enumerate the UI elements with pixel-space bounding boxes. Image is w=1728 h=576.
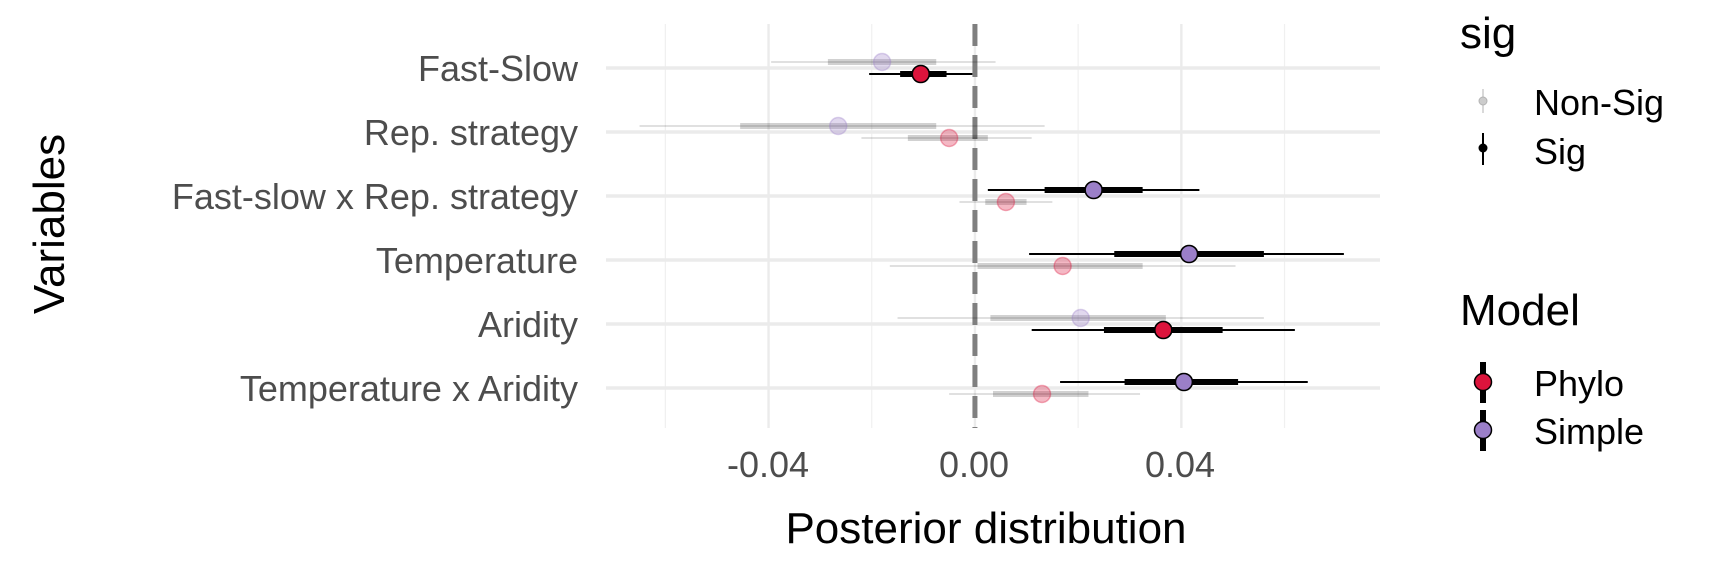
- interval-phylo-aridity: [1031, 320, 1295, 340]
- y-tick-label-fast-slow: Fast-Slow: [418, 48, 579, 89]
- plot-panel: [639, 52, 1344, 404]
- legend-label-simple: Simple: [1534, 411, 1644, 452]
- point-estimate: [1071, 308, 1090, 328]
- point-estimate: [1053, 256, 1072, 276]
- legend-label-phylo: Phylo: [1534, 363, 1624, 404]
- point-estimate: [872, 52, 892, 72]
- grid: [606, 24, 1380, 428]
- point-estimate: [1084, 180, 1103, 200]
- point-estimate: [1174, 372, 1194, 392]
- interval-phylo-temperature: [889, 256, 1236, 276]
- interval-simple-rep-strategy: [639, 116, 1045, 136]
- x-tick-label-0-04: 0.04: [1145, 444, 1215, 485]
- interval-simple-fast-slow-x-rep-strategy: [987, 180, 1200, 200]
- y-axis-title: Variables: [25, 134, 74, 314]
- legend-model: Model Phylo Simple: [1460, 286, 1644, 452]
- legend-key-simple: [1473, 410, 1493, 451]
- interval-phylo-rep-strategy: [861, 128, 1032, 148]
- interval-simple-temperature-x-aridity: [1060, 372, 1308, 392]
- legend-model-title: Model: [1460, 286, 1580, 335]
- x-axis: -0.04 0.00 0.04: [727, 444, 1215, 485]
- legend-label-sig: Sig: [1534, 131, 1586, 172]
- legend-key-sig: [1478, 133, 1488, 165]
- legend-key-non-sig: [1478, 89, 1488, 113]
- x-axis-title: Posterior distribution: [785, 504, 1186, 553]
- legend-sig-title: sig: [1460, 9, 1516, 58]
- y-tick-label-temperature-x-aridity: Temperature x Aridity: [240, 368, 578, 409]
- x-tick-label-0-00: 0.00: [939, 444, 1009, 485]
- y-tick-label-rep-strategy: Rep. strategy: [364, 112, 578, 153]
- point-estimate: [996, 192, 1016, 212]
- legend-sig: sig Non-Sig Sig: [1460, 9, 1664, 172]
- interval-simple-aridity: [897, 308, 1264, 328]
- point-estimate: [1153, 320, 1173, 340]
- point-estimate: [828, 116, 848, 136]
- interval-phylo-fast-slow-x-rep-strategy: [959, 192, 1053, 212]
- interval-phylo-fast-slow: [869, 64, 973, 84]
- interval-simple-fast-slow: [771, 52, 996, 72]
- y-axis: Fast-Slow Rep. strategy Fast-slow x Rep.…: [172, 48, 579, 409]
- point-estimate: [939, 128, 959, 148]
- legend-key-phylo: [1473, 362, 1493, 403]
- y-tick-label-temperature: Temperature: [376, 240, 578, 281]
- point-estimate: [911, 64, 931, 84]
- y-tick-label-fast-slow-x-rep-strategy: Fast-slow x Rep. strategy: [172, 176, 578, 217]
- point-estimate: [1032, 384, 1052, 404]
- interval-phylo-temperature-x-aridity: [949, 384, 1141, 404]
- interval-simple-temperature: [1029, 244, 1344, 264]
- x-tick-label-neg-0-04: -0.04: [727, 444, 809, 485]
- y-tick-label-aridity: Aridity: [478, 304, 578, 345]
- legend-label-non-sig: Non-Sig: [1534, 82, 1664, 123]
- point-estimate: [1179, 244, 1199, 264]
